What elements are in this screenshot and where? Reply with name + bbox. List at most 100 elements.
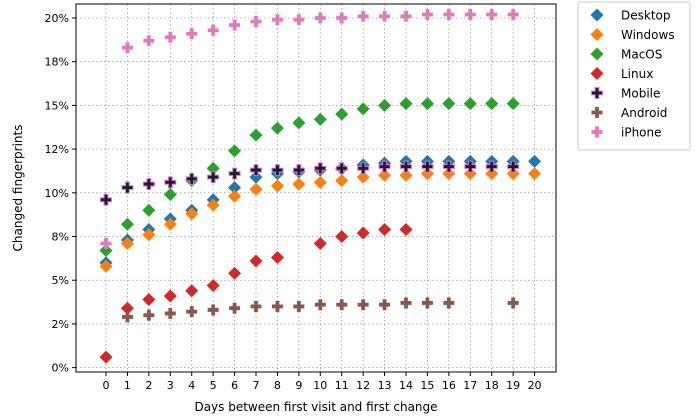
series-iphone xyxy=(100,8,519,250)
data-point-android xyxy=(507,297,519,309)
y-tick-label: 15% xyxy=(45,99,69,112)
x-tick-label: 13 xyxy=(378,379,392,392)
data-point-android xyxy=(229,302,241,314)
data-point-linux xyxy=(270,250,284,264)
data-point-windows xyxy=(228,189,242,203)
y-tick-label: 2% xyxy=(52,318,69,331)
data-point-macos xyxy=(206,161,220,175)
series-windows xyxy=(99,167,542,273)
data-point-iphone xyxy=(421,8,433,20)
data-point-linux xyxy=(163,289,177,303)
data-point-mobile xyxy=(335,162,348,175)
data-point-android xyxy=(207,304,219,316)
data-point-macos xyxy=(506,97,520,111)
legend-item-desktop: Desktop xyxy=(590,8,671,23)
data-point-macos xyxy=(99,243,113,257)
data-point-linux xyxy=(228,266,242,280)
data-point-android xyxy=(379,299,391,311)
data-point-iphone xyxy=(379,10,391,22)
legend-item-windows: Windows xyxy=(590,28,675,42)
data-point-android xyxy=(336,299,348,311)
data-point-windows xyxy=(142,228,156,242)
legend-marker-android xyxy=(591,107,603,118)
x-tick-label: 6 xyxy=(231,379,238,392)
data-point-android xyxy=(164,307,176,319)
data-point-windows xyxy=(120,237,134,251)
data-point-iphone xyxy=(357,10,369,22)
legend-label-macos: MacOS xyxy=(621,48,662,62)
y-tick-label: 20% xyxy=(45,12,69,25)
data-point-windows xyxy=(506,167,520,181)
data-point-iphone xyxy=(314,12,326,24)
legend-item-linux: Linux xyxy=(590,67,653,81)
data-point-android xyxy=(250,300,262,312)
x-tick-label: 2 xyxy=(145,379,152,392)
data-point-windows xyxy=(313,175,327,189)
x-tick-label: 19 xyxy=(506,379,520,392)
data-point-mobile xyxy=(421,160,434,173)
data-point-mobile xyxy=(464,160,477,173)
legend-label-desktop: Desktop xyxy=(621,9,671,23)
axis-ticks: 0 1 2 3 4 5 6 7 8 9 10 11 12 13 14 15 16 17 18 19 200%2%5%8%… xyxy=(45,12,542,392)
data-point-android xyxy=(121,311,133,323)
data-point-linux xyxy=(206,278,220,292)
x-tick-label: 15 xyxy=(420,379,434,392)
data-point-android xyxy=(186,306,198,318)
data-point-iphone xyxy=(486,8,498,20)
data-point-windows xyxy=(399,168,413,182)
data-point-windows xyxy=(249,182,263,196)
data-point-windows xyxy=(356,170,370,184)
data-point-windows xyxy=(335,174,349,188)
legend-box xyxy=(577,1,691,151)
data-point-linux xyxy=(378,223,392,237)
data-marks xyxy=(99,8,542,364)
data-point-iphone xyxy=(229,19,241,31)
data-point-macos xyxy=(442,97,456,111)
data-point-mobile xyxy=(292,164,305,177)
data-point-mobile xyxy=(357,162,370,175)
data-point-iphone xyxy=(143,35,155,47)
data-point-macos xyxy=(420,97,434,111)
data-point-desktop xyxy=(528,154,542,168)
data-point-mobile xyxy=(442,160,455,173)
data-point-iphone xyxy=(336,12,348,24)
data-point-android xyxy=(421,297,433,309)
legend-label-windows: Windows xyxy=(621,28,675,42)
x-axis-title: Days between first visit and first chang… xyxy=(194,400,437,414)
legend-marker-iphone xyxy=(591,126,603,138)
data-point-macos xyxy=(399,97,413,111)
data-point-windows xyxy=(378,168,392,182)
data-point-android xyxy=(357,299,369,311)
legend-label-mobile: Mobile xyxy=(621,87,660,101)
data-point-android xyxy=(143,309,155,321)
legend-item-mobile: Mobile xyxy=(591,87,660,101)
series-mobile xyxy=(100,160,520,206)
data-point-macos xyxy=(485,97,499,111)
data-point-android xyxy=(271,300,283,312)
data-point-macos xyxy=(270,121,284,135)
x-tick-label: 11 xyxy=(335,379,349,392)
y-tick-label: 10% xyxy=(45,187,69,200)
x-tick-label: 10 xyxy=(313,379,327,392)
data-point-windows xyxy=(163,217,177,231)
data-point-windows xyxy=(99,259,113,273)
data-point-mobile xyxy=(164,176,177,189)
data-point-iphone xyxy=(464,8,476,20)
data-point-linux xyxy=(142,292,156,306)
data-point-iphone xyxy=(207,24,219,36)
data-point-linux xyxy=(99,350,113,364)
data-point-linux xyxy=(120,301,134,315)
x-tick-label: 8 xyxy=(274,379,281,392)
legend-item-macos: MacOS xyxy=(590,47,662,62)
data-point-windows xyxy=(185,207,199,221)
x-tick-label: 14 xyxy=(399,379,413,392)
data-point-macos xyxy=(356,102,370,116)
data-point-mobile xyxy=(400,160,412,173)
legend-marker-macos xyxy=(590,47,604,61)
data-point-iphone xyxy=(164,31,176,43)
data-point-linux xyxy=(335,230,349,244)
legend-item-iphone: iPhone xyxy=(591,126,662,140)
data-point-mobile xyxy=(378,160,391,173)
data-point-android xyxy=(400,297,412,309)
